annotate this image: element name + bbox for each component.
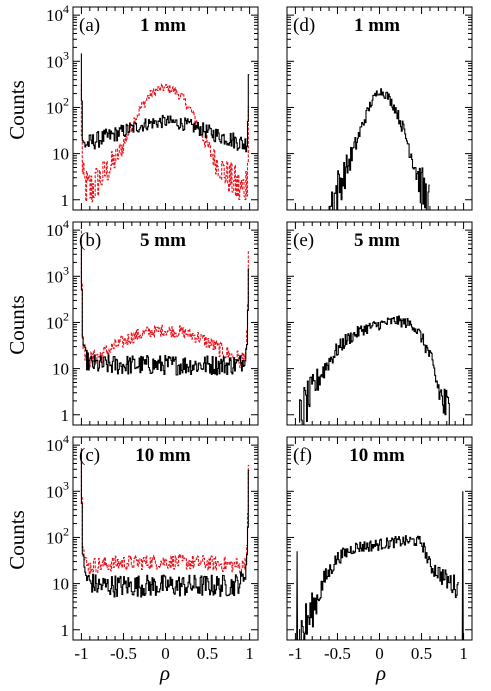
panel-a-y-tick-label: 104 <box>46 2 69 25</box>
panel-c-series-black-1 <box>80 449 250 598</box>
y-tick-label-base: 1 <box>61 191 70 210</box>
panel-b-y-tick-label: 1 <box>61 406 70 425</box>
panel-b-frame <box>72 221 259 426</box>
panel-c-title: 10 mm <box>135 445 191 466</box>
panel-c-letter: (c) <box>79 445 100 466</box>
panel-c-x-tick-label: 0 <box>161 644 170 663</box>
panel-a-y-tick-label: 102 <box>46 94 69 117</box>
panel-a-series-red-0 <box>80 83 250 203</box>
y-tick-label-base: 10 <box>52 360 69 379</box>
y-tick-label-exponent: 3 <box>63 48 69 62</box>
panel-a-y-tick-label: 10 <box>52 145 69 164</box>
panel-c-y-tick-label: 104 <box>46 432 69 455</box>
panel-a-title: 1 mm <box>140 15 186 36</box>
panel-c-x-tick-label: 1 <box>245 644 254 663</box>
panel-b-series-group <box>80 230 250 376</box>
y-tick-label-base: 1 <box>61 406 70 425</box>
y-tick-label-base: 10 <box>46 436 63 455</box>
panel-a-y-tick-label: 1 <box>61 191 70 210</box>
panel-f-series-black-1 <box>296 551 299 640</box>
panel-a-letter: (a) <box>79 15 100 36</box>
panel-e: (e) 5 mm <box>286 221 473 426</box>
y-tick-label-base: 10 <box>46 528 63 547</box>
panel-d: (d) 1 mm <box>286 6 473 211</box>
y-tick-label-exponent: 4 <box>63 432 69 446</box>
panel-b-series-black-1 <box>80 246 250 376</box>
panel-f-series-group <box>296 491 464 640</box>
panel-b-series-red-0 <box>80 230 250 370</box>
panel-c-y-tick-label: 103 <box>46 478 69 501</box>
panel-f-x-tick-label: 0.5 <box>411 644 432 663</box>
panel-c-x-tick-label: -1 <box>74 644 88 663</box>
y-tick-label-exponent: 4 <box>63 2 69 16</box>
y-tick-label-base: 10 <box>46 52 63 71</box>
panel-c-x-tick-label: -0.5 <box>110 644 137 663</box>
x-axis-title-left: ρ <box>159 661 170 685</box>
panel-f-x-tick-label: 1 <box>459 644 468 663</box>
y-tick-label-exponent: 3 <box>63 478 69 492</box>
panel-e-letter: (e) <box>293 230 314 251</box>
panel-f-x-tick-label: 0 <box>375 644 384 663</box>
panel-f-series-black-0 <box>299 535 459 640</box>
y-tick-label-base: 10 <box>46 6 63 25</box>
y-tick-label-base: 10 <box>52 575 69 594</box>
y-tick-label-exponent: 4 <box>63 217 69 231</box>
panel-e-series-black-0 <box>299 315 455 425</box>
panel-a-y-tick-label: 103 <box>46 48 69 71</box>
panel-f-title: 10 mm <box>349 445 405 466</box>
panel-b-y-tick-label: 102 <box>46 309 69 332</box>
y-axis-title-middle: Counts <box>5 295 29 355</box>
panel-b-y-tick-label: 103 <box>46 263 69 286</box>
panel-a-series-group <box>80 53 250 203</box>
panel-c-frame <box>72 436 259 641</box>
y-tick-label-base: 1 <box>61 621 70 640</box>
y-tick-label-base: 10 <box>52 145 69 164</box>
panel-d-title: 1 mm <box>354 15 400 36</box>
panel-b-title: 5 mm <box>140 230 186 251</box>
y-tick-label-exponent: 2 <box>63 309 69 323</box>
y-axis-title-top: Counts <box>5 80 29 140</box>
panel-c-y-tick-label: 102 <box>46 524 69 547</box>
panel-c-x-tick-label: 0.5 <box>197 644 218 663</box>
panel-f-letter: (f) <box>293 445 312 466</box>
panel-e-title: 5 mm <box>354 230 400 251</box>
panel-b-letter: (b) <box>79 230 101 251</box>
y-tick-label-exponent: 2 <box>63 94 69 108</box>
panel-c-series-red-0 <box>80 448 250 576</box>
panel-b-y-tick-label: 104 <box>46 217 69 240</box>
panel-b-y-tick-label: 10 <box>52 360 69 379</box>
y-tick-label-base: 10 <box>46 267 63 286</box>
panel-d-letter: (d) <box>293 15 315 36</box>
panel-a-series-black-1 <box>80 53 250 153</box>
panel-f-x-tick-label: -0.5 <box>324 644 351 663</box>
y-tick-label-base: 10 <box>46 98 63 117</box>
y-tick-label-exponent: 2 <box>63 524 69 538</box>
panel-f: -1 -0.5 0 0.5 1 (f) 10 mm <box>286 436 473 663</box>
panel-c-y-tick-label: 10 <box>52 575 69 594</box>
y-tick-label-base: 10 <box>46 482 63 501</box>
panel-c-y-tick-label: 1 <box>61 621 70 640</box>
panel-d-frame <box>286 6 473 211</box>
y-tick-label-base: 10 <box>46 313 63 332</box>
panel-d-series-group <box>329 88 430 210</box>
panel-e-series-group <box>299 315 455 425</box>
y-axis-title-bottom: Counts <box>5 510 29 570</box>
y-tick-label-base: 10 <box>46 221 63 240</box>
panel-d-series-black-0 <box>329 88 430 210</box>
panel-f-x-tick-label: -1 <box>288 644 302 663</box>
panel-f-series-black-2 <box>461 491 464 640</box>
y-tick-label-exponent: 3 <box>63 263 69 277</box>
panel-c-series-group <box>80 448 250 598</box>
x-axis-title-right: ρ <box>375 661 386 685</box>
